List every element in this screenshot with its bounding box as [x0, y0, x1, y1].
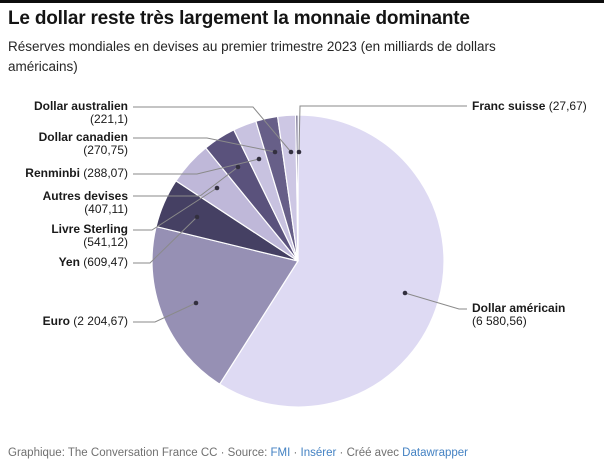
- footer-text: ·: [290, 447, 301, 459]
- pie-slice-dollar-americain[interactable]: [218, 114, 445, 408]
- leader-line-yen: [133, 216, 198, 264]
- leader-line-renminbi: [133, 158, 260, 175]
- leader-dot-dollar-americain: [402, 290, 408, 296]
- leader-line-dollar-americain: [404, 292, 467, 310]
- leader-line-autres-devises: [133, 166, 239, 197]
- pie-slice-euro[interactable]: [151, 225, 299, 386]
- footer-attribution: Graphique: The Conversation France CC · …: [8, 447, 598, 459]
- chart-title: Le dollar reste très largement la monnai…: [8, 8, 470, 29]
- footer-link-inserer[interactable]: Insérer: [300, 447, 337, 459]
- chart-subtitle: Réserves mondiales en devises au premier…: [8, 39, 496, 74]
- footer-text: Graphique: The Conversation France CC · …: [8, 447, 271, 459]
- footer-link-datawrapper[interactable]: Datawrapper: [402, 447, 469, 459]
- top-border: [0, 0, 604, 3]
- leader-line-livre-sterling: [133, 187, 218, 231]
- footer-text: · Créé avec: [336, 447, 403, 459]
- leader-dot-dollar-australien: [288, 149, 294, 155]
- leader-dot-livre-sterling: [214, 185, 220, 191]
- leader-dot-dollar-canadien: [272, 149, 278, 155]
- leader-line-dollar-australien: [133, 106, 292, 153]
- leader-dot-renminbi: [256, 156, 262, 162]
- leader-line-franc-suisse: [298, 105, 467, 153]
- footer-link-fmi[interactable]: FMI: [270, 447, 291, 459]
- leader-dot-autres-devises: [235, 164, 241, 170]
- leader-dot-franc-suisse: [296, 149, 302, 155]
- leader-dot-yen: [194, 214, 200, 220]
- leader-line-dollar-canadien: [133, 137, 276, 153]
- leader-dot-euro: [193, 300, 199, 306]
- leader-line-euro: [133, 302, 197, 323]
